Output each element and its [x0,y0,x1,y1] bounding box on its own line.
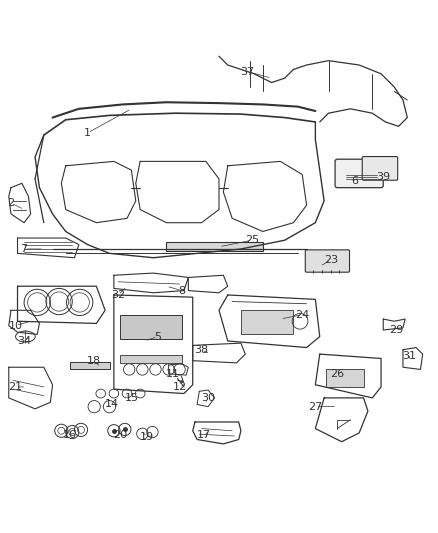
Text: 15: 15 [124,393,138,403]
Text: 39: 39 [376,172,390,182]
FancyBboxPatch shape [335,159,383,188]
Text: 27: 27 [308,402,322,411]
Text: 32: 32 [111,290,125,300]
Text: 7: 7 [21,244,28,254]
Text: 2: 2 [7,198,14,208]
Bar [166,241,263,251]
FancyBboxPatch shape [305,250,350,272]
Text: 11: 11 [166,369,180,379]
Text: 14: 14 [105,399,119,409]
Bar [120,355,182,363]
Text: 25: 25 [245,235,259,245]
Text: 29: 29 [389,325,403,335]
Text: 17: 17 [197,430,211,440]
Text: 38: 38 [194,345,208,355]
Text: 8: 8 [178,286,185,296]
Text: 34: 34 [17,336,31,346]
Text: 24: 24 [295,310,309,320]
Text: 30: 30 [201,393,215,403]
Text: 21: 21 [8,382,22,392]
Text: 19: 19 [140,432,154,442]
Text: 31: 31 [403,351,417,361]
Text: 1: 1 [84,128,91,138]
FancyBboxPatch shape [362,157,398,180]
Text: 5: 5 [154,332,161,342]
Text: 6: 6 [351,176,358,186]
Bar [120,314,182,339]
Bar [241,310,293,334]
Text: 37: 37 [240,67,254,77]
Bar [70,361,110,369]
Text: 26: 26 [330,369,344,379]
Text: 18: 18 [87,356,101,366]
Text: 12: 12 [173,382,187,392]
Text: 16: 16 [63,430,77,440]
Bar [326,369,364,387]
Text: 23: 23 [324,255,338,265]
Text: 10: 10 [8,321,22,330]
Text: 20: 20 [113,430,127,440]
